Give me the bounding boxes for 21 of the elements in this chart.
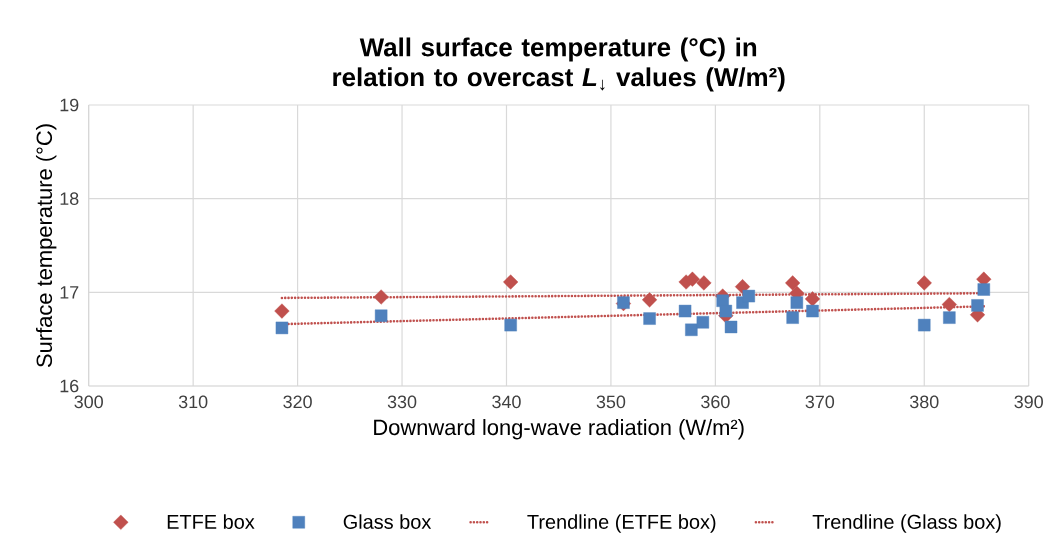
y-tick-label: 17	[60, 286, 79, 299]
y-tick-label: 18	[60, 192, 79, 205]
x-tick-label: 320	[283, 395, 312, 409]
legend-label: Trendline (ETFE box)	[527, 514, 716, 533]
y-tick-label: 16	[60, 379, 79, 393]
chart-title: Wall surface temperature (°C) in relation to overcast L$_{↓}$ values (W/m²)	[333, 37, 785, 92]
x-tick-label: 360	[701, 395, 730, 409]
x-tick-label: 390	[1014, 395, 1043, 409]
x-tick-label: 310	[178, 395, 208, 409]
x-tick-label: 340	[492, 395, 521, 409]
y-axis-title: Surface temperature (°C)	[35, 124, 57, 368]
x-tick-label: 370	[805, 395, 835, 409]
y-tick-label: 19	[60, 98, 79, 112]
legend-label: Trendline (Glass box)	[812, 514, 1001, 533]
x-tick-label: 380	[909, 395, 939, 409]
x-tick-label: 300	[74, 395, 103, 409]
x-tick-label: 350	[596, 395, 626, 409]
x-tick-label: 330	[387, 395, 417, 409]
legend-label: ETFE box	[167, 514, 255, 529]
legend-label: Glass box	[343, 514, 432, 529]
x-axis-title: Downward long-wave radiation (W/m²)	[374, 419, 744, 440]
